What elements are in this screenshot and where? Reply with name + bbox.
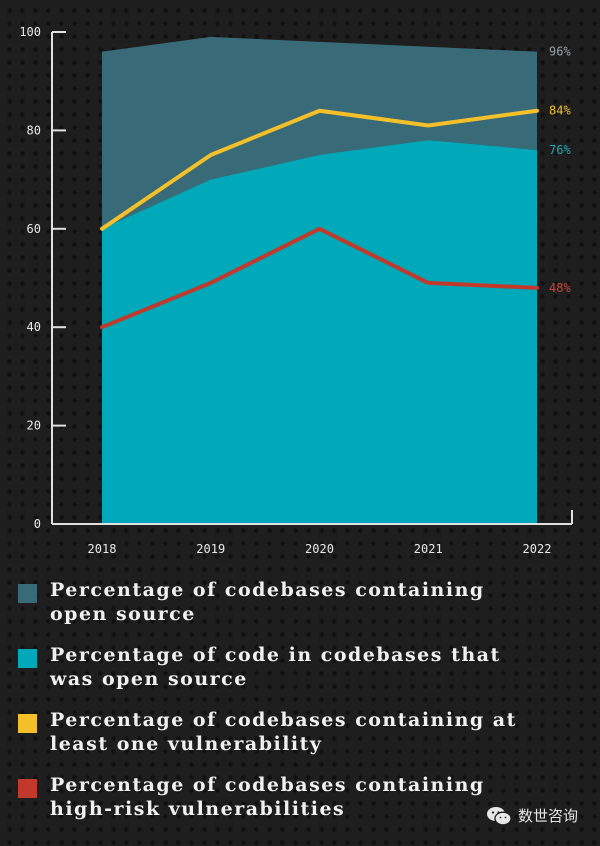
label-layer: 96% 76% 84% 48% [549,45,571,295]
legend-label: Percentage of codebases containing high-… [50,774,485,820]
area-layer [102,36,537,525]
x-tick-label: 2019 [196,542,225,556]
legend-item-codebases-containing-oss: Percentage of codebases containing open … [18,578,588,626]
chart: 0 20 40 60 80 100 2018 2019 2020 2021 2022 96% 76% 8… [19,25,573,556]
legend-label: Percentage of codebases containing open … [50,579,485,625]
end-label-series-1: 76% [549,143,571,157]
legend-swatch [18,779,37,798]
area-series-1 [102,140,537,525]
watermark: 数世咨询 [486,805,578,826]
legend-label: Percentage of codebases containing at le… [50,709,517,755]
y-tick-label: 80 [27,123,41,137]
legend-swatch [18,584,37,603]
x-tick-label: 2022 [523,542,552,556]
end-label-series-0: 96% [549,45,571,59]
x-tick-label: 2018 [88,542,117,556]
legend-swatch [18,649,37,668]
y-tick-label: 60 [27,222,41,236]
legend: Percentage of codebases containing open … [18,578,588,838]
y-tick-label: 20 [27,419,41,433]
line-layer [100,108,539,330]
axes: 0 20 40 60 80 100 2018 2019 2020 2021 2022 [19,25,573,556]
y-tick-label: 0 [34,517,41,531]
legend-item-high-risk-vulnerabilities: Percentage of codebases containing high-… [18,773,588,821]
y-tick-label: 100 [19,25,41,39]
x-tick-label: 2020 [305,542,334,556]
y-tick-label: 40 [27,320,41,334]
legend-item-code-that-was-oss: Percentage of code in codebases that was… [18,643,588,691]
legend-item-at-least-one-vulnerability: Percentage of codebases containing at le… [18,708,588,756]
wechat-icon [486,806,512,825]
watermark-text: 数世咨询 [517,807,578,825]
legend-swatch [18,714,37,733]
legend-label: Percentage of code in codebases that was… [50,644,501,690]
end-label-series-3: 48% [549,281,571,295]
x-tick-label: 2021 [414,542,443,556]
end-label-series-2: 84% [549,104,571,118]
